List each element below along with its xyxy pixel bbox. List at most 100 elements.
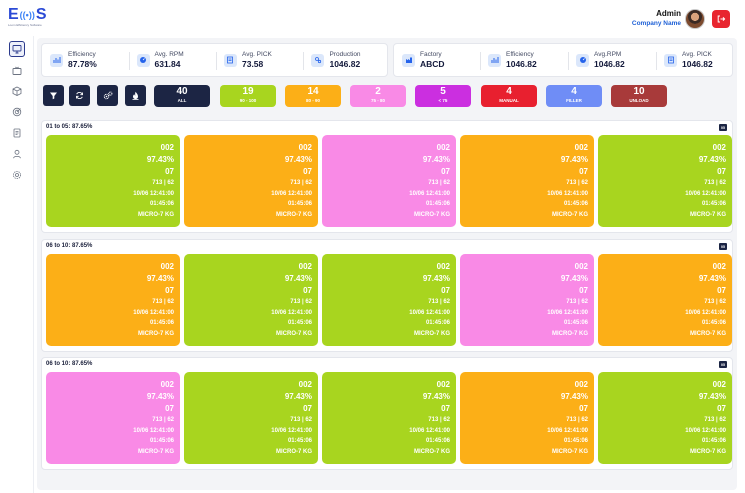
machine-code: 07 [165,286,174,295]
machine-efficiency: 97.43% [284,392,312,401]
machine-duration: 01:45:06 [425,438,450,444]
chip-80-90[interactable]: 14 80 - 90 [285,85,341,107]
machine-code: 07 [441,167,450,176]
machine-card[interactable]: 002 97.43% 07 713 | 62 10/06 12:41:00 01:45:0… [46,372,180,464]
sidebar-item-user[interactable] [9,146,25,162]
sidebar-item-settings[interactable] [9,167,25,183]
kpi-value: 73.58 [241,59,264,69]
machine-id: 002 [712,143,726,152]
chip-all[interactable]: 40 ALL [154,85,210,107]
dashboard-main: Efficiency 87.78% Avg. RPM 631.84 Avg. PIC… [37,38,737,490]
machine-material: MICRO-7 KG [690,448,726,455]
machine-ratio: 713 | 62 [704,299,726,305]
machine-ratio: 713 | 62 [290,299,312,305]
gauge-icon [136,53,150,67]
group-title: 06 to 10: 87.65% [46,243,93,249]
machine-efficiency: 97.43% [284,274,312,283]
chip-manual[interactable]: 4 MANUAL [481,85,537,107]
machine-duration: 01:45:06 [701,438,726,444]
group-title: 01 to 05: 87.65% [46,124,93,130]
machine-card[interactable]: 002 97.43% 07 713 | 62 10/06 12:41:00 01:45:0… [598,135,732,227]
machine-material: MICRO-7 KG [690,211,726,218]
pick-icon [223,53,237,67]
machine-duration: 01:45:06 [563,438,588,444]
app-logo[interactable]: E ((•)) S Loom Efficiency Software [8,6,48,31]
machine-duration: 01:45:06 [701,201,726,207]
sidebar-item-tv[interactable] [9,63,25,79]
box-icon [12,86,22,96]
machine-card[interactable]: 002 97.43% 07 713 | 62 10/06 12:41:00 01:45:0… [598,372,732,464]
machine-datetime: 10/06 12:41:00 [547,309,588,316]
avatar[interactable] [685,9,705,29]
flame-button[interactable] [125,85,146,106]
machine-ratio: 713 | 62 [566,299,588,305]
machine-efficiency: 97.43% [422,155,450,164]
machine-ratio: 713 | 62 [290,180,312,186]
logout-button[interactable] [712,10,730,28]
pick-icon [664,53,677,67]
machine-group-2: 06 to 10: 87.65% 05 002 97.43% 07 713 | 62 1… [41,239,733,352]
machine-efficiency: 97.43% [284,155,312,164]
sidebar-item-monitor[interactable] [9,41,25,57]
machine-card[interactable]: 002 97.43% 07 713 | 62 10/06 12:41:00 01:45:0… [598,254,732,346]
chip-75-80[interactable]: 2 75 - 80 [350,85,406,107]
machine-datetime: 10/06 12:41:00 [409,309,450,316]
chip-below-75[interactable]: 5 < 75 [415,85,471,107]
chip-90-100[interactable]: 19 90 - 100 [220,85,276,107]
machine-id: 002 [160,262,174,271]
machine-datetime: 10/06 12:41:00 [133,190,174,197]
machine-card[interactable]: 002 97.43% 07 713 | 62 10/06 12:41:00 01:45:0… [184,372,318,464]
gear-settings-button[interactable] [97,85,118,106]
user-info: Admin Company Name [632,9,681,27]
sidebar-item-target[interactable] [9,104,25,120]
machine-ratio: 713 | 62 [704,180,726,186]
kpi-value: 631.84 [154,59,181,69]
user-name: Admin [656,9,681,18]
refresh-button[interactable] [69,85,90,106]
sidebar-item-document[interactable] [9,125,25,141]
sidebar-item-box[interactable] [9,83,25,99]
machine-card[interactable]: 002 97.43% 07 713 | 62 10/06 12:41:00 01:45:0… [46,135,180,227]
machine-id: 002 [298,262,312,271]
kpi-avg-rpm: Avg. RPM 631.84 [128,44,216,76]
machine-code: 07 [165,167,174,176]
machine-material: MICRO-7 KG [414,448,450,455]
machine-code: 07 [303,286,312,295]
machine-card[interactable]: 002 97.43% 07 713 | 62 10/06 12:41:00 01:45:0… [322,372,456,464]
chip-unload[interactable]: 10 UNLOAD [611,85,667,107]
machine-card[interactable]: 002 97.43% 07 713 | 62 10/06 12:41:00 01:45:0… [322,254,456,346]
filter-button[interactable] [43,85,64,106]
machine-id: 002 [160,380,174,389]
machine-efficiency: 97.43% [560,274,588,283]
machine-efficiency: 97.43% [422,392,450,401]
machine-card[interactable]: 002 97.43% 07 713 | 62 10/06 12:41:00 01:45:0… [460,254,594,346]
machine-code: 07 [303,404,312,413]
machine-card[interactable]: 002 97.43% 07 713 | 62 10/06 12:41:00 01:45:0… [184,254,318,346]
user-icon [13,149,21,159]
kpi-factory: Factory ABCD [394,44,480,76]
machine-efficiency: 97.43% [146,274,174,283]
machine-card[interactable]: 002 97.43% 07 713 | 62 10/06 12:41:00 01:45:0… [322,135,456,227]
chip-filler[interactable]: 4 FILLER [546,85,602,107]
kpi-factory-efficiency: Efficiency 1046.82 [480,44,568,76]
machine-card[interactable]: 002 97.43% 07 713 | 62 10/06 12:41:00 01:45:0… [46,254,180,346]
machine-id: 002 [298,380,312,389]
machine-code: 07 [441,286,450,295]
machine-efficiency: 97.43% [146,155,174,164]
machine-code: 07 [717,286,726,295]
machine-datetime: 10/06 12:41:00 [271,190,312,197]
machine-code: 07 [579,286,588,295]
machine-duration: 01:45:06 [425,320,450,326]
machine-material: MICRO-7 KG [552,211,588,218]
machine-material: MICRO-7 KG [414,211,450,218]
machine-ratio: 713 | 62 [428,417,450,423]
machine-datetime: 10/06 12:41:00 [271,309,312,316]
machine-card[interactable]: 002 97.43% 07 713 | 62 10/06 12:41:00 01:45:0… [184,135,318,227]
machine-card[interactable]: 002 97.43% 07 713 | 62 10/06 12:41:00 01:45:0… [460,372,594,464]
machine-id: 002 [160,143,174,152]
kpi-value: 1046.82 [594,59,625,69]
machine-duration: 01:45:06 [563,201,588,207]
machine-material: MICRO-7 KG [690,330,726,337]
chart-icon [50,53,63,67]
machine-card[interactable]: 002 97.43% 07 713 | 62 10/06 12:41:00 01:45:0… [460,135,594,227]
